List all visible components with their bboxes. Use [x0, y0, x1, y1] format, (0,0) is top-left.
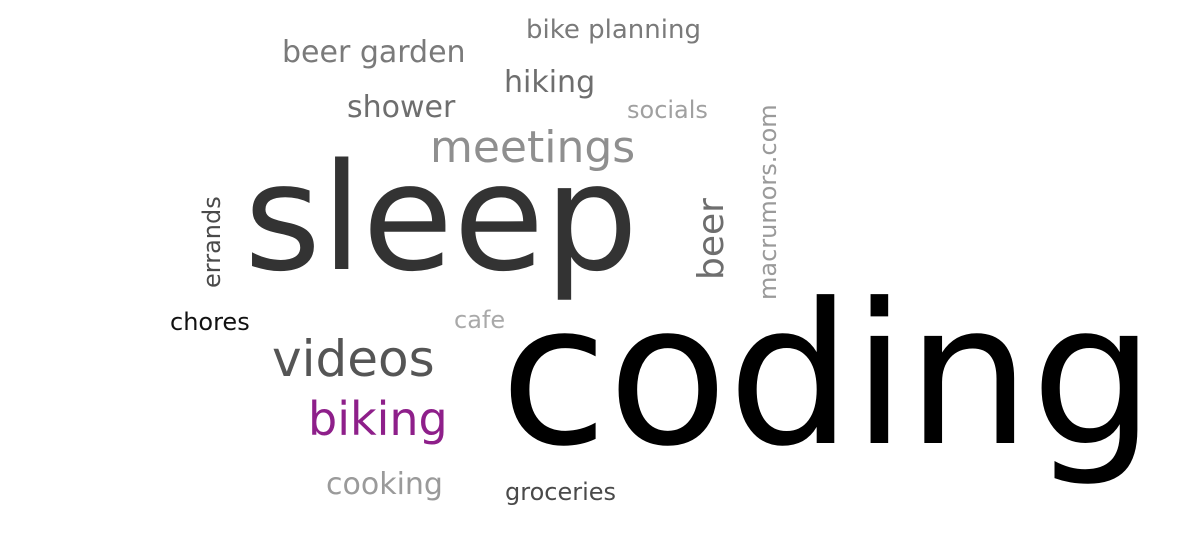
word-beer-garden: beer garden [282, 35, 466, 70]
word-biking: biking [308, 392, 448, 446]
word-coding: coding [500, 262, 1156, 490]
word-videos: videos [272, 330, 435, 388]
word-errands: errands [198, 196, 226, 288]
word-chores: chores [170, 308, 250, 336]
word-beer: beer [691, 198, 732, 280]
word-sleep: sleep [244, 132, 639, 304]
word-cafe: cafe [454, 306, 506, 334]
word-groceries: groceries [505, 478, 617, 506]
word-cooking: cooking [326, 467, 443, 502]
word-bike-planning: bike planning [526, 15, 701, 45]
word-socials: socials [627, 96, 708, 124]
word-shower: shower [347, 90, 456, 125]
word-meetings: meetings [430, 122, 636, 173]
word-macrumors: macrumors.com [754, 104, 782, 300]
word-hiking: hiking [504, 65, 596, 100]
